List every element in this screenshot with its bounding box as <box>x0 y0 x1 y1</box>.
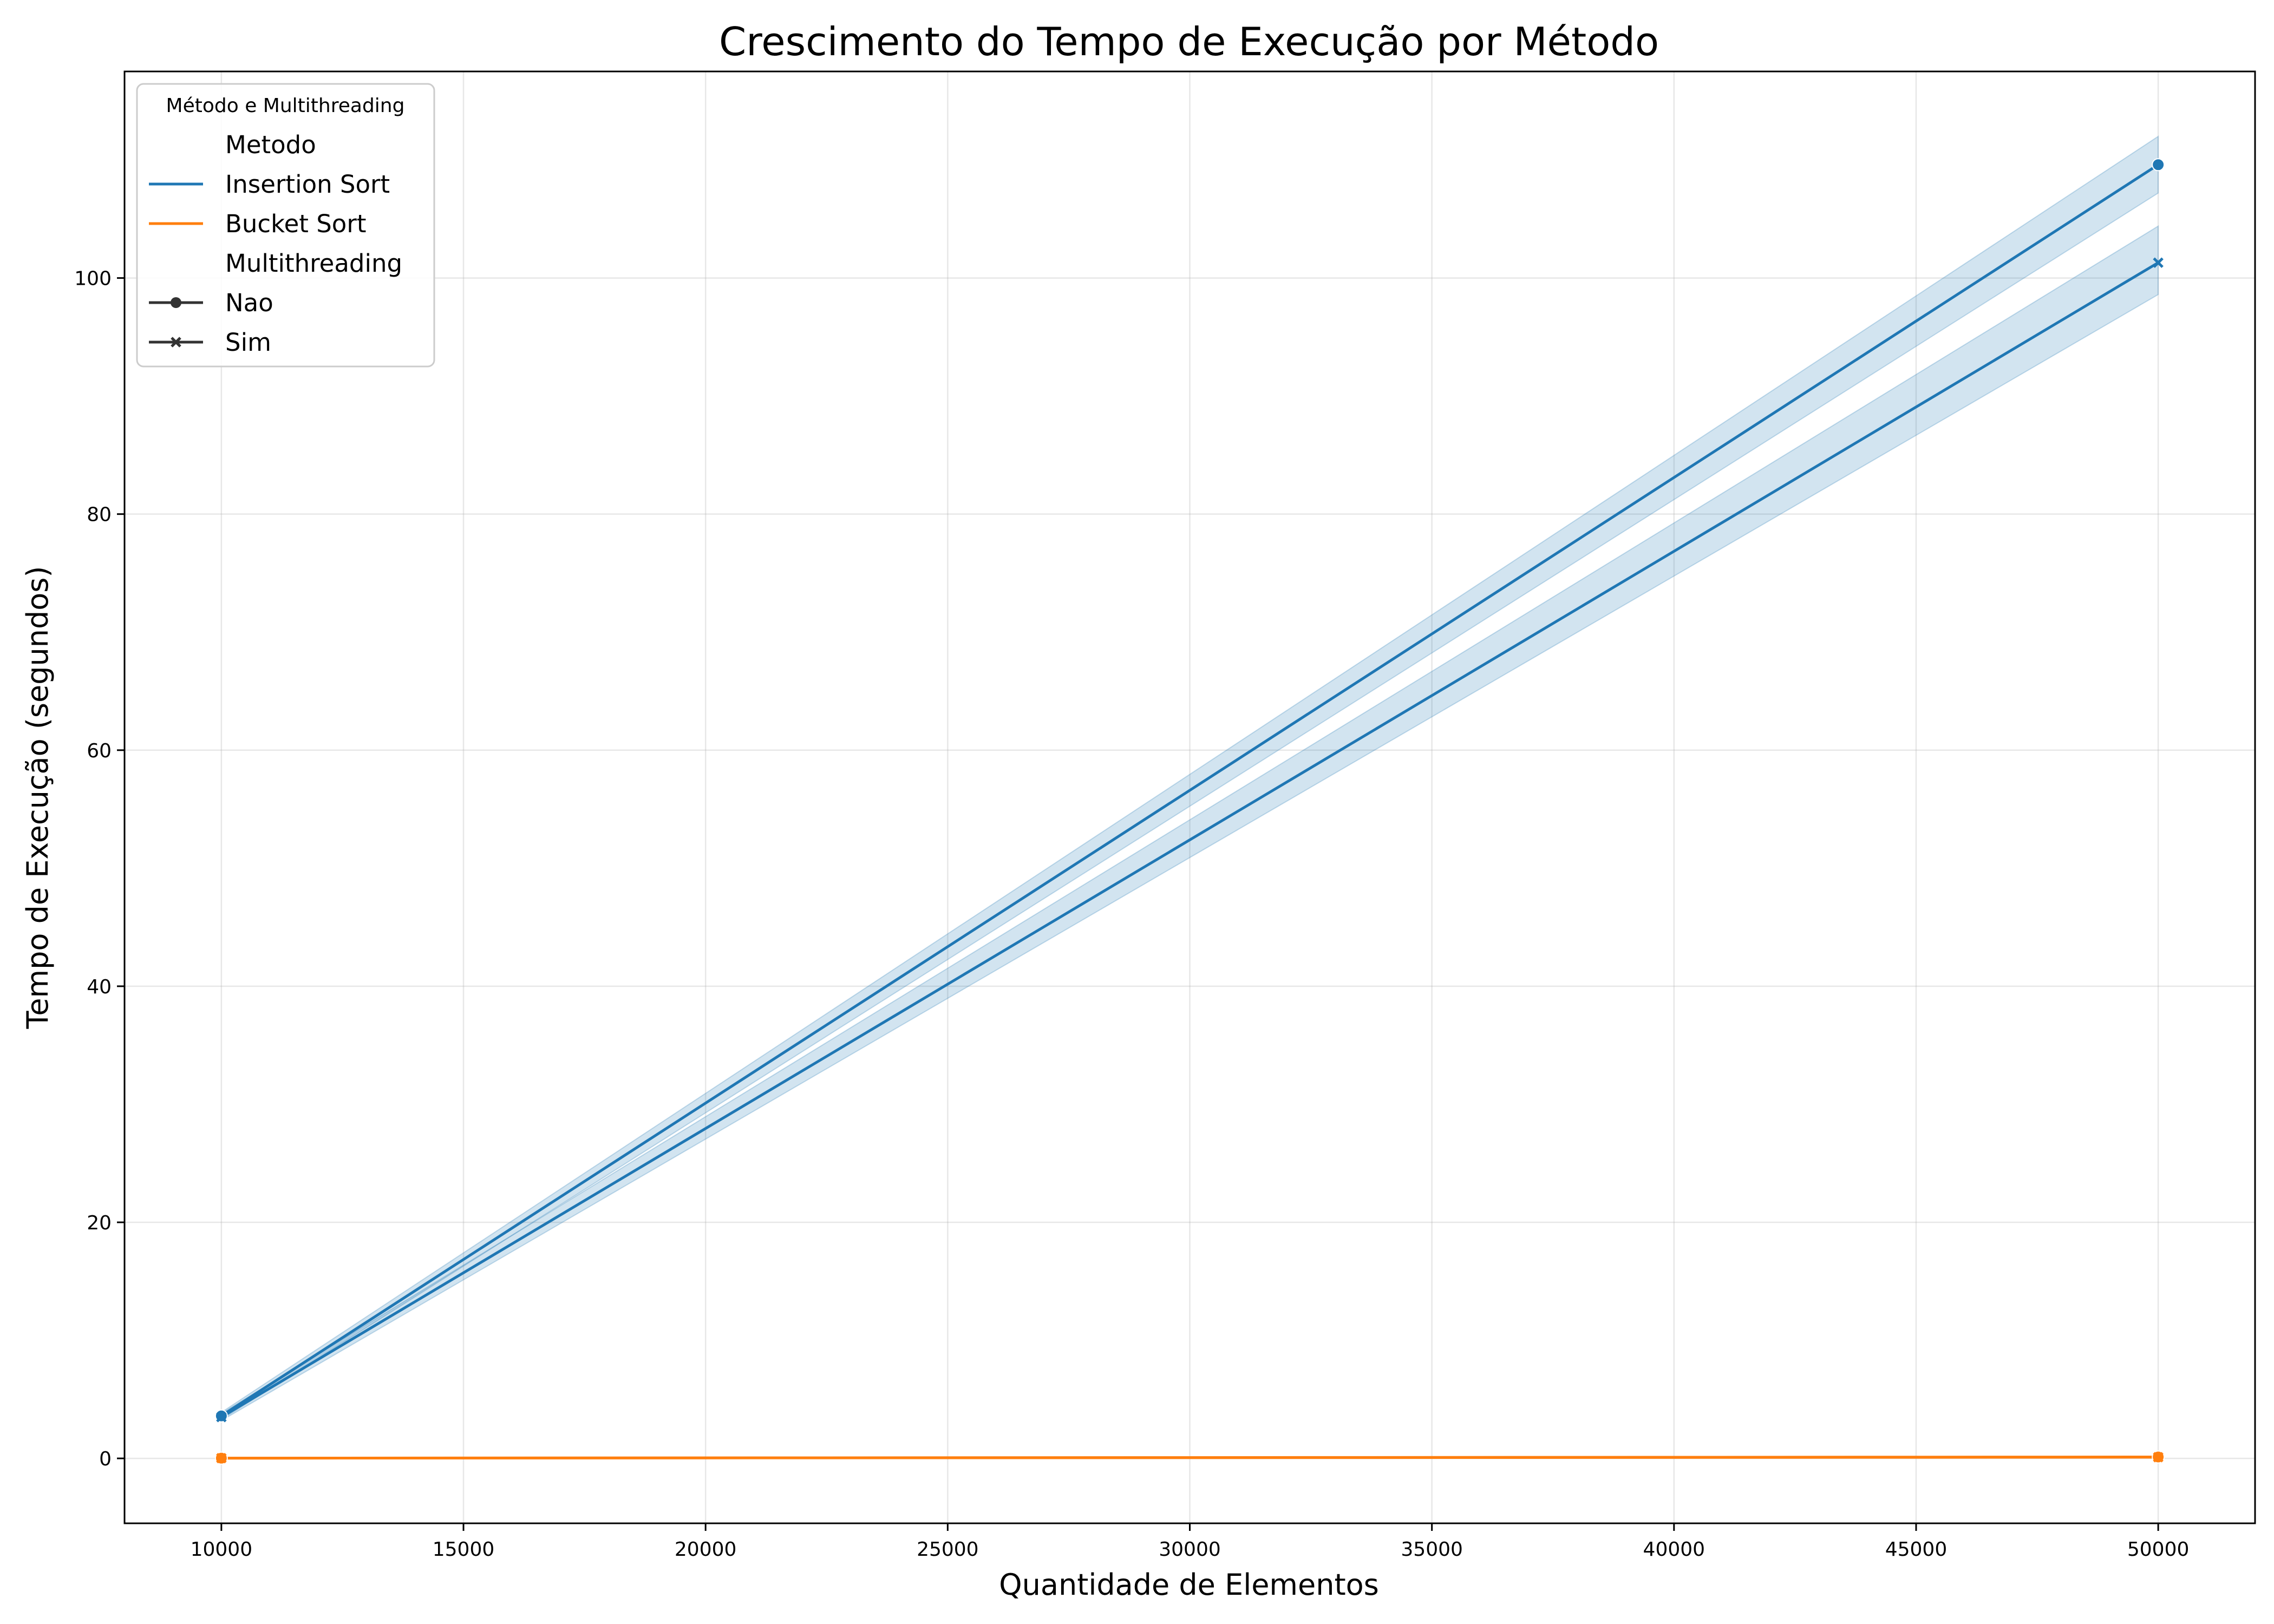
legend-header-metodo: Metodo <box>225 130 316 159</box>
data-point-bucket-sort-sim <box>2153 1452 2164 1463</box>
legend-item-sim: Sim <box>225 328 271 357</box>
y-tick-label: 20 <box>87 1212 112 1234</box>
legend-header-multithreading: Multithreading <box>225 249 402 278</box>
legend: Método e Multithreading Metodo Insertion… <box>136 83 435 368</box>
legend-title: Método e Multithreading <box>166 95 405 117</box>
series-line-insertion-sort-sim <box>220 261 2159 1418</box>
legend-sim-x-marker <box>171 337 181 348</box>
data-point-insertion-sort-sim <box>216 1411 227 1423</box>
x-tick-label: 30000 <box>1159 1538 1221 1561</box>
x-axis-label: Quantidade de Elementos <box>999 1568 1379 1602</box>
legend-box <box>136 83 435 368</box>
series-lines <box>220 163 2159 1460</box>
x-tick-label: 40000 <box>1643 1538 1706 1561</box>
x-tick-label: 50000 <box>2127 1538 2190 1561</box>
y-tick-label: 40 <box>87 976 112 998</box>
series-markers <box>214 158 2165 1465</box>
grid <box>125 71 2255 1523</box>
x-axis-ticks: 10000 15000 20000 25000 30000 35000 40000 45000… <box>191 1523 2190 1561</box>
data-point-insertion-sort-nao <box>2152 158 2165 172</box>
y-tick-label: 60 <box>87 740 112 762</box>
series-line-bucket-sort-sim <box>221 1456 2159 1460</box>
x-tick-label: 35000 <box>1401 1538 1463 1561</box>
x-tick-label: 15000 <box>433 1538 495 1561</box>
legend-item-bucket-sort: Bucket Sort <box>225 209 366 238</box>
y-tick-label: 80 <box>87 504 112 526</box>
legend-item-insertion-sort: Insertion Sort <box>225 170 390 199</box>
x-tick-label: 45000 <box>1885 1538 1948 1561</box>
y-tick-label: 0 <box>99 1448 112 1470</box>
y-tick-label: 100 <box>74 268 112 290</box>
legend-nao-circle-marker <box>171 297 181 308</box>
x-tick-label: 10000 <box>191 1538 253 1561</box>
x-tick-label: 20000 <box>675 1538 737 1561</box>
y-axis-label: Tempo de Execução (segundos) <box>21 566 55 1030</box>
x-tick-label: 25000 <box>917 1538 979 1561</box>
data-point-bucket-sort-sim <box>216 1452 227 1464</box>
y-axis-ticks: 0 20 40 60 80 100 <box>74 268 125 1470</box>
chart-title: Crescimento do Tempo de Execução por Mét… <box>719 19 1659 64</box>
legend-item-nao: Nao <box>225 289 273 317</box>
series-line-insertion-sort-nao <box>220 163 2159 1417</box>
data-point-insertion-sort-sim <box>2153 257 2164 269</box>
